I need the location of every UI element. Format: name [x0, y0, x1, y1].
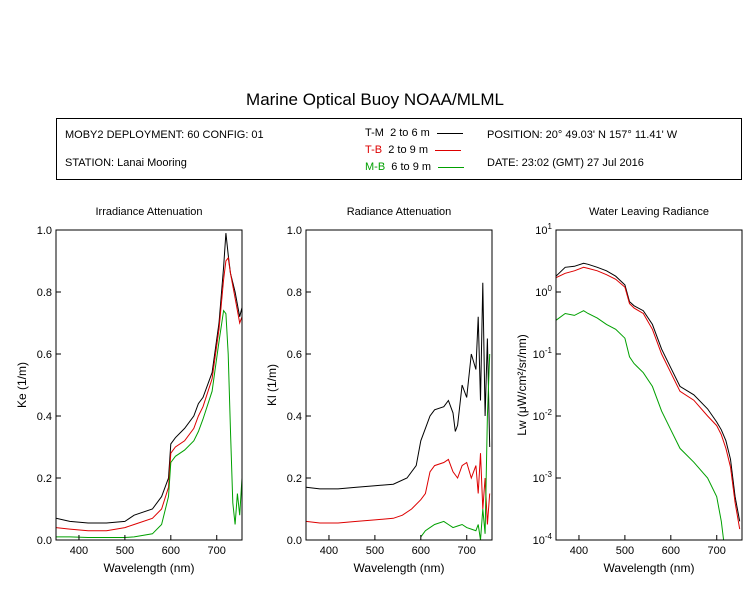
x-tick-label: 400 [70, 545, 88, 557]
x-axis-label: Wavelength (nm) [104, 561, 195, 575]
station-text: STATION: Lanai Mooring [65, 157, 187, 169]
series-line-t-m [306, 282, 491, 490]
y-axis-label: Ke (1/m) [15, 362, 29, 408]
y-tick-label: 0.0 [37, 535, 52, 547]
y-tick-label: 0.4 [37, 411, 52, 423]
y-tick-label: 0.2 [37, 473, 52, 485]
series-line-m-b [556, 310, 725, 540]
x-axis-label: Wavelength (nm) [604, 561, 695, 575]
x-tick-label: 500 [116, 545, 134, 557]
x-tick-label: 400 [320, 545, 338, 557]
legend-entry-mb: M-B 6 to 9 m [365, 161, 465, 173]
legend-entry-tm: T-M 2 to 6 m [365, 127, 463, 139]
y-tick-label: 10-2 [533, 408, 553, 423]
plot-frame [305, 229, 493, 541]
y-axis-label: Lw (μW/cm²/sr/nm) [515, 334, 529, 436]
plot-frame [55, 229, 243, 541]
y-tick-label: 0.6 [37, 349, 52, 361]
x-tick-label: 600 [412, 545, 430, 557]
chart-panel-0: 400 500 600 700 0.0 0.2 0.4 0.6 0.8 1.0 Wavelength… [15, 225, 243, 575]
series-line-t-b [56, 256, 242, 532]
chart-panel-2: 400 500 600 700 10-4 10-3 10-2 10-1 100 101 Wavele… [515, 222, 743, 575]
deployment-text: MOBY2 DEPLOYMENT: 60 CONFIG: 01 [65, 129, 264, 141]
chart-main-title: Marine Optical Buoy NOAA/MLML [246, 90, 504, 109]
x-tick-label: 600 [662, 545, 680, 557]
y-tick-label: 10-1 [533, 346, 553, 361]
x-tick-label: 700 [458, 545, 476, 557]
y-tick-label: 0.8 [287, 287, 302, 299]
x-tick-label: 700 [208, 545, 226, 557]
y-tick-label: 0.8 [37, 287, 52, 299]
legend-range: 2 to 6 m [390, 127, 430, 139]
panel-title-radiance: Radiance Attenuation [346, 206, 452, 218]
x-tick-label: 700 [708, 545, 726, 557]
x-axis-label: Wavelength (nm) [354, 561, 445, 575]
y-tick-label: 0.6 [287, 349, 302, 361]
y-tick-label: 0.2 [287, 473, 302, 485]
series-line-t-b [306, 453, 491, 525]
panel-title-water-leaving: Water Leaving Radiance [588, 206, 710, 218]
x-tick-label: 500 [616, 545, 634, 557]
legend-code: T-M [365, 127, 384, 139]
panel-title-irradiance: Irradiance Attenuation [95, 206, 203, 218]
legend-swatch [438, 166, 465, 168]
y-tick-label: 1.0 [37, 225, 52, 237]
y-tick-label: 100 [535, 284, 552, 299]
y-tick-label: 1.0 [287, 225, 302, 237]
legend-entry-tb: T-B 2 to 9 m [365, 144, 462, 156]
y-tick-label: 10-3 [533, 470, 553, 485]
y-tick-label: 0.0 [287, 535, 302, 547]
x-tick-label: 500 [366, 545, 384, 557]
legend-code: M-B [365, 161, 386, 173]
plot-frame [555, 229, 743, 541]
info-box: MOBY2 DEPLOYMENT: 60 CONFIG: 01 STATION:… [56, 118, 742, 180]
legend-range: 6 to 9 m [391, 161, 432, 173]
x-tick-label: 600 [162, 545, 180, 557]
series-line-t-m [556, 262, 741, 522]
y-axis-label: Kl (1/m) [265, 364, 279, 406]
chart-panel-1: 400 500 600 700 0.0 0.2 0.4 0.6 0.8 1.0 Wavelength… [265, 225, 493, 575]
x-tick-label: 400 [570, 545, 588, 557]
legend-swatch [435, 149, 462, 151]
legend-swatch [436, 132, 463, 134]
series-line-m-b [56, 309, 242, 538]
position-text: POSITION: 20° 49.03' N 157° 11.41' W [487, 129, 678, 141]
legend-code: T-B [365, 144, 383, 156]
y-tick-label: 0.4 [287, 411, 302, 423]
y-tick-label: 101 [535, 222, 552, 237]
y-tick-label: 10-4 [533, 532, 553, 547]
series-line-t-b [556, 266, 741, 530]
legend-range: 2 to 9 m [388, 144, 428, 156]
series-line-m-b [420, 353, 491, 540]
date-text: DATE: 23:02 (GMT) 27 Jul 2016 [487, 157, 644, 169]
